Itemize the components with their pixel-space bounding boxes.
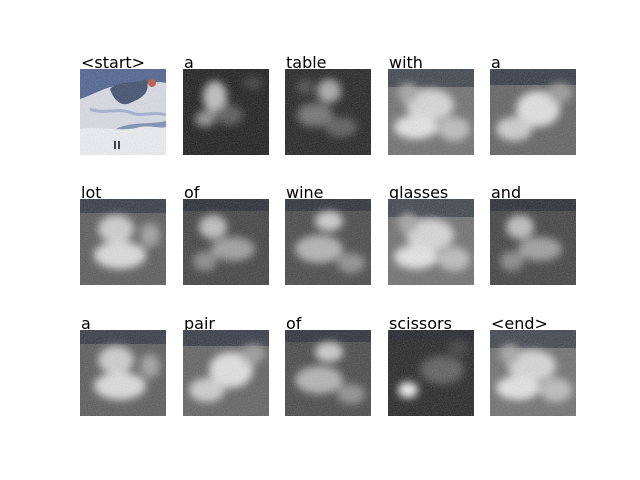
attention-map — [388, 330, 474, 416]
attention-panel: lot — [80, 183, 166, 285]
attention-panel: table — [285, 53, 371, 155]
caption-word: of — [183, 183, 206, 203]
attention-map — [285, 330, 371, 416]
attention-panel: <start> — [80, 53, 166, 155]
attention-map — [183, 69, 269, 155]
caption-word: table — [285, 53, 333, 73]
attention-panel: and — [490, 183, 576, 285]
attention-map — [183, 199, 269, 285]
attention-panel: with — [388, 53, 474, 155]
caption-word: a — [80, 314, 97, 334]
attention-map — [490, 69, 576, 155]
attention-map — [388, 199, 474, 285]
attention-panel: pair — [183, 314, 269, 416]
attention-map — [490, 199, 576, 285]
attention-panel: a — [490, 53, 576, 155]
attention-panel: <end> — [490, 314, 576, 416]
attention-map — [388, 69, 474, 155]
attention-map — [80, 330, 166, 416]
attention-map — [490, 330, 576, 416]
caption-word: pair — [183, 314, 221, 334]
attention-panel: a — [80, 314, 166, 416]
attention-panel: of — [183, 183, 269, 285]
attention-panel: glasses — [388, 183, 474, 285]
attention-map — [80, 199, 166, 285]
attention-map — [183, 330, 269, 416]
caption-word: scissors — [388, 314, 458, 334]
source-image — [80, 69, 166, 155]
attention-panel: scissors — [388, 314, 474, 416]
caption-word: <end> — [490, 314, 554, 334]
attention-panel: a — [183, 53, 269, 155]
attention-map — [285, 69, 371, 155]
caption-word: glasses — [388, 183, 455, 203]
caption-word: a — [490, 53, 507, 73]
caption-word: of — [285, 314, 308, 334]
attention-map — [285, 199, 371, 285]
caption-word: a — [183, 53, 200, 73]
attention-panel: wine — [285, 183, 371, 285]
caption-word: and — [490, 183, 528, 203]
caption-word: with — [388, 53, 429, 73]
attention-panel: of — [285, 314, 371, 416]
caption-word: wine — [285, 183, 330, 203]
caption-word: <start> — [80, 53, 152, 73]
caption-word: lot — [80, 183, 108, 203]
